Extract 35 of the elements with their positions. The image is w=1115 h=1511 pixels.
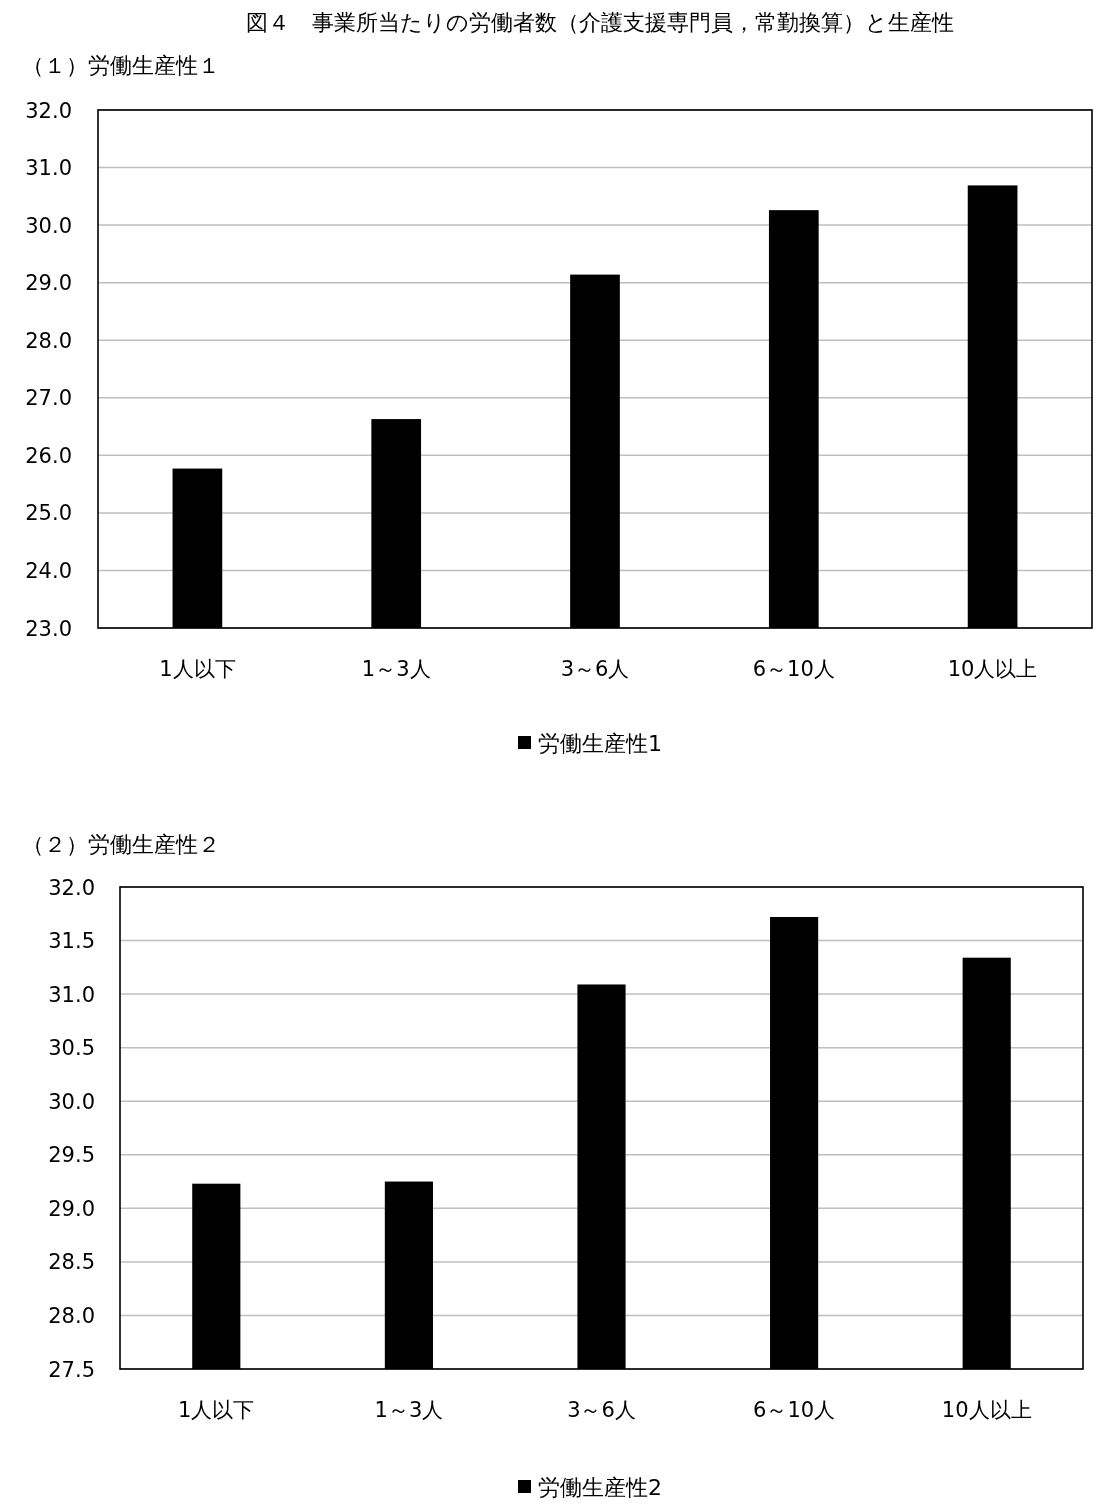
y-tick-label: 25.0 xyxy=(25,501,72,526)
y-tick-label: 29.0 xyxy=(48,1196,95,1221)
y-tick-label: 31.0 xyxy=(25,156,72,181)
y-tick-label: 27.0 xyxy=(25,386,72,411)
x-tick-label: 1人以下 xyxy=(159,657,236,681)
y-tick-label: 30.5 xyxy=(48,1036,95,1061)
y-tick-label: 28.5 xyxy=(48,1250,95,1275)
y-tick-label: 31.5 xyxy=(48,929,95,954)
legend: 労働生産性2 xyxy=(518,1475,662,1500)
x-tick-label: 10人以上 xyxy=(947,657,1038,681)
x-tick-label: 6～10人 xyxy=(752,657,835,681)
y-tick-label: 24.0 xyxy=(25,558,72,583)
x-tick-label: 1～3人 xyxy=(361,657,431,681)
x-tick-label: 10人以上 xyxy=(941,1398,1032,1422)
chart-subtitle: （１）労働生産性１ xyxy=(22,53,220,78)
x-tick-label: 3～6人 xyxy=(567,1398,636,1422)
y-tick-label: 29.5 xyxy=(48,1143,95,1168)
chart-subtitle: （２）労働生産性２ xyxy=(22,832,220,857)
y-tick-label: 30.0 xyxy=(25,213,72,238)
x-tick-label: 1～3人 xyxy=(374,1398,444,1422)
chart-title: 図４ 事業所当たりの労働者数（介護支援専門員，常勤換算）と生産性 xyxy=(246,10,954,35)
x-tick-label: 6～10人 xyxy=(753,1398,836,1422)
y-tick-label: 30.0 xyxy=(48,1089,95,1114)
legend: 労働生産性1 xyxy=(518,731,662,756)
y-tick-label: 27.5 xyxy=(48,1357,95,1382)
y-tick-label: 32.0 xyxy=(48,875,95,900)
x-tick-label: 3～6人 xyxy=(560,657,630,681)
x-tick-label: 1人以下 xyxy=(178,1398,255,1422)
y-tick-label: 28.0 xyxy=(48,1303,95,1328)
y-tick-label: 29.0 xyxy=(25,271,72,296)
y-tick-label: 26.0 xyxy=(25,443,72,468)
y-tick-label: 31.0 xyxy=(48,982,95,1007)
y-tick-label: 32.0 xyxy=(25,98,72,123)
y-tick-label: 28.0 xyxy=(25,328,72,353)
y-tick-label: 23.0 xyxy=(25,616,72,641)
